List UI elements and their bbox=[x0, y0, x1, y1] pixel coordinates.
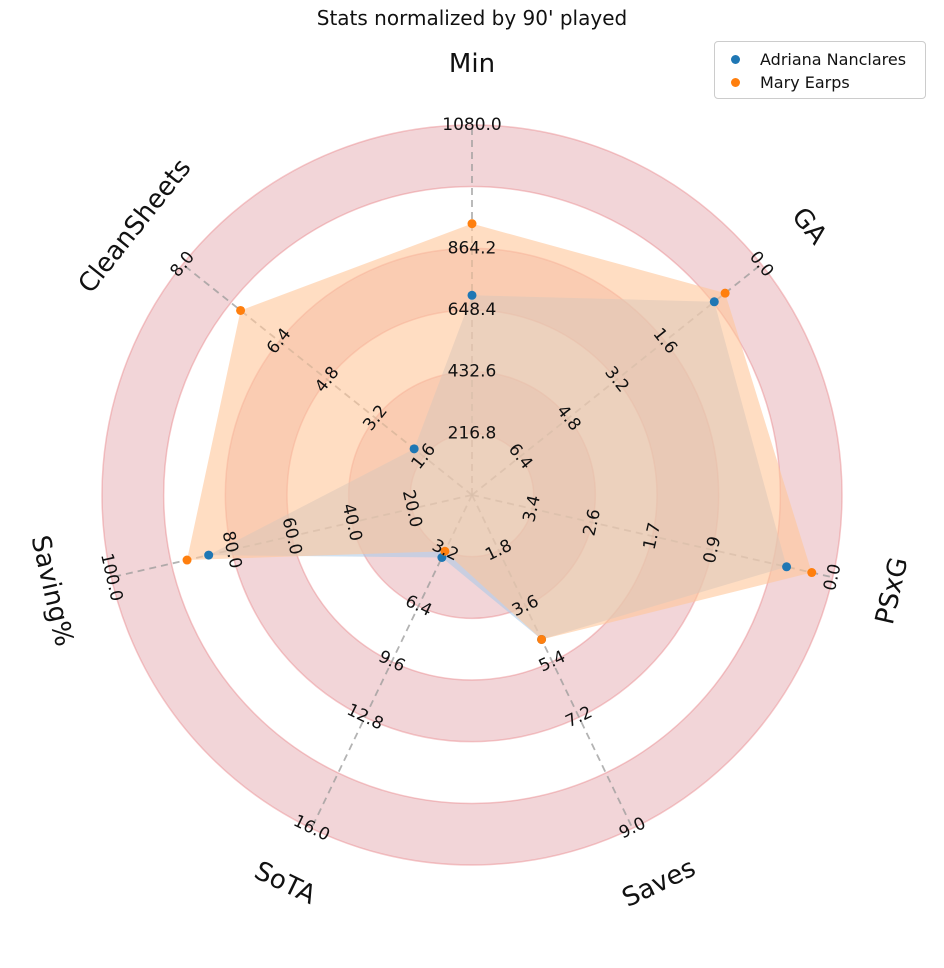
axis-label: PSxG bbox=[870, 555, 914, 628]
data-point bbox=[204, 550, 214, 560]
legend-item: Mary Earps bbox=[725, 71, 915, 94]
chart-title: Stats normalized by 90' played bbox=[317, 6, 627, 30]
legend: Adriana Nanclares Mary Earps bbox=[714, 41, 926, 99]
legend-label: Adriana Nanclares bbox=[760, 50, 907, 69]
legend-label: Mary Earps bbox=[760, 73, 850, 92]
axis-label: Saves bbox=[618, 853, 701, 914]
data-point bbox=[467, 219, 477, 229]
tick-label: 432.6 bbox=[448, 362, 497, 382]
series-points bbox=[182, 219, 817, 644]
data-point bbox=[440, 546, 450, 556]
data-point bbox=[807, 568, 817, 578]
tick-label: 1080.0 bbox=[442, 115, 501, 135]
tick-label: 864.2 bbox=[448, 238, 497, 258]
axis-label: SoTA bbox=[250, 856, 321, 911]
series-area bbox=[187, 223, 812, 640]
data-point bbox=[537, 634, 547, 644]
data-point bbox=[182, 555, 192, 565]
data-point bbox=[782, 562, 792, 572]
axis-label: Min bbox=[449, 49, 495, 79]
data-point bbox=[467, 290, 477, 300]
axis-label: GA bbox=[785, 202, 832, 251]
legend-marker bbox=[731, 78, 740, 87]
tick-label: 648.4 bbox=[448, 300, 497, 320]
data-point bbox=[720, 288, 730, 298]
legend-item: Adriana Nanclares bbox=[725, 48, 915, 71]
data-point bbox=[236, 305, 246, 315]
axis-label: Saving% bbox=[25, 533, 79, 650]
tick-label: 216.8 bbox=[448, 423, 497, 443]
series-areas bbox=[187, 223, 812, 640]
data-point bbox=[409, 444, 419, 454]
data-point bbox=[709, 297, 719, 307]
legend-marker bbox=[731, 55, 740, 64]
